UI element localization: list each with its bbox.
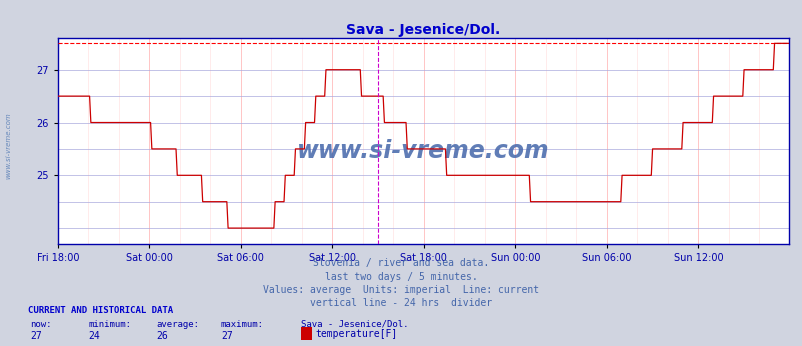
Text: last two days / 5 minutes.: last two days / 5 minutes. [325,272,477,282]
Title: Sava - Jesenice/Dol.: Sava - Jesenice/Dol. [346,23,500,37]
Text: now:: now: [30,320,52,329]
Text: average:: average: [156,320,200,329]
Text: temperature[F]: temperature[F] [315,329,397,339]
Text: 27: 27 [221,331,233,341]
Text: 24: 24 [88,331,100,341]
Text: 26: 26 [156,331,168,341]
Text: maximum:: maximum: [221,320,264,329]
Text: Values: average  Units: imperial  Line: current: Values: average Units: imperial Line: cu… [263,285,539,295]
Text: vertical line - 24 hrs  divider: vertical line - 24 hrs divider [310,298,492,308]
Text: 27: 27 [30,331,43,341]
Text: www.si-vreme.com: www.si-vreme.com [5,112,11,179]
Text: CURRENT AND HISTORICAL DATA: CURRENT AND HISTORICAL DATA [28,306,173,315]
Text: Slovenia / river and sea data.: Slovenia / river and sea data. [313,258,489,268]
Text: www.si-vreme.com: www.si-vreme.com [297,139,549,163]
Text: minimum:: minimum: [88,320,132,329]
Text: Sava - Jesenice/Dol.: Sava - Jesenice/Dol. [301,320,408,329]
